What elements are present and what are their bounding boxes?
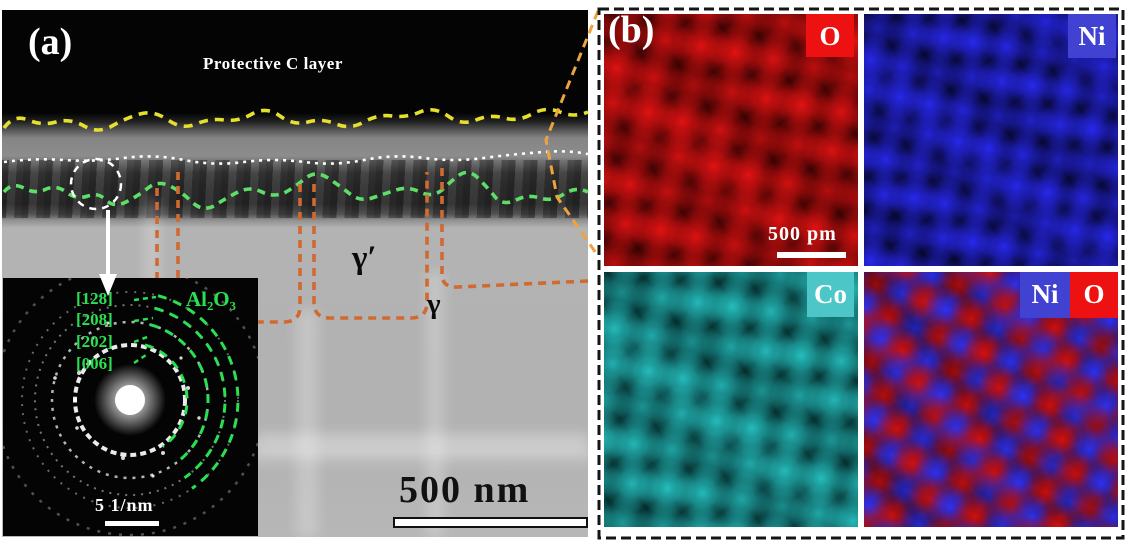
panel-a-label: (a) <box>28 21 73 63</box>
alumina-phase-label: Al₂O₃ <box>186 287 236 311</box>
ring-index-202: [202] <box>76 332 113 351</box>
ring-speckles <box>53 321 201 478</box>
gamma-label: γ <box>427 288 441 320</box>
gamma-prime-label: γ′ <box>352 240 377 276</box>
panel-a-scalebar <box>393 517 588 528</box>
panel-b-dashed-border <box>597 7 1125 540</box>
panel-b-scalebar <box>777 252 846 258</box>
scale-metal-interface-line <box>2 170 589 211</box>
panel-a-scalebar-text: 500 nm <box>399 469 531 511</box>
oxygen-badge-overlay: O <box>1070 272 1118 318</box>
central-beam-spot <box>115 385 145 415</box>
oxide-interface-line <box>3 150 589 165</box>
cobalt-badge: Co <box>807 272 854 317</box>
diffraction-pattern-inset: [128] [208] [202] [006] Al₂O₃ 5 1/nm <box>3 278 258 536</box>
protective-c-layer-label: Protective C layer <box>203 54 343 73</box>
gamma-channel-streak <box>426 272 444 537</box>
gamma-prime-outlines <box>155 168 589 324</box>
diffraction-rings <box>3 278 258 536</box>
indexed-ring-arcs <box>144 294 240 490</box>
ring-index-128: [128] <box>76 289 113 308</box>
inset-scalebar-text: 5 1/nm <box>95 495 154 515</box>
magnification-callout-lines <box>544 10 600 257</box>
panel-b-label: (b) <box>608 9 655 51</box>
nickel-badge: Ni <box>1068 14 1116 58</box>
oxygen-badge: O <box>806 14 854 57</box>
gamma-channel-streak <box>296 310 318 537</box>
nickel-badge-overlay: Ni <box>1020 272 1070 318</box>
ring-index-006: [006] <box>76 354 113 373</box>
panel-b-scalebar-text: 500 pm <box>768 223 837 245</box>
gamma-channel-streak <box>256 432 588 456</box>
ring-index-208: [208] <box>76 310 113 329</box>
c-layer-interface-line <box>2 107 589 132</box>
ring-label-leaders <box>133 295 157 365</box>
inset-scalebar <box>105 521 159 526</box>
